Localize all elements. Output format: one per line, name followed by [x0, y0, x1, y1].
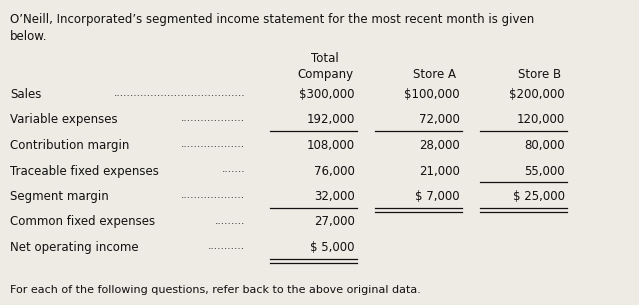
Text: $ 5,000: $ 5,000: [311, 241, 355, 254]
Text: $ 25,000: $ 25,000: [513, 190, 565, 203]
Text: Segment margin: Segment margin: [10, 190, 109, 203]
Text: 120,000: 120,000: [517, 113, 565, 127]
Text: 76,000: 76,000: [314, 164, 355, 178]
Text: Variable expenses: Variable expenses: [10, 113, 118, 127]
Text: Traceable fixed expenses: Traceable fixed expenses: [10, 164, 159, 178]
Text: 108,000: 108,000: [307, 139, 355, 152]
Text: 28,000: 28,000: [419, 139, 460, 152]
Text: 80,000: 80,000: [525, 139, 565, 152]
Text: Company: Company: [297, 68, 353, 81]
Text: .......................................: .......................................: [113, 88, 245, 98]
Text: .........: .........: [215, 216, 245, 225]
Text: Common fixed expenses: Common fixed expenses: [10, 216, 155, 228]
Text: ...................: ...................: [181, 113, 245, 124]
Text: 72,000: 72,000: [419, 113, 460, 127]
Text: $300,000: $300,000: [300, 88, 355, 101]
Text: 27,000: 27,000: [314, 216, 355, 228]
Text: $100,000: $100,000: [404, 88, 460, 101]
Text: ...................: ...................: [181, 190, 245, 200]
Text: 192,000: 192,000: [307, 113, 355, 127]
Text: O’Neill, Incorporated’s segmented income statement for the most recent month is : O’Neill, Incorporated’s segmented income…: [10, 13, 534, 26]
Text: $200,000: $200,000: [509, 88, 565, 101]
Text: .......: .......: [221, 164, 245, 174]
Text: $ 7,000: $ 7,000: [415, 190, 460, 203]
Text: Sales: Sales: [10, 88, 42, 101]
Text: For each of the following questions, refer back to the above original data.: For each of the following questions, ref…: [10, 285, 421, 295]
Text: Store B: Store B: [518, 68, 562, 81]
Text: 21,000: 21,000: [419, 164, 460, 178]
Text: 32,000: 32,000: [314, 190, 355, 203]
Text: ...........: ...........: [208, 241, 245, 251]
Text: 55,000: 55,000: [525, 164, 565, 178]
Text: Store A: Store A: [413, 68, 456, 81]
Text: Total: Total: [311, 52, 339, 65]
Text: Contribution margin: Contribution margin: [10, 139, 129, 152]
Text: ...................: ...................: [181, 139, 245, 149]
Text: below.: below.: [10, 30, 47, 43]
Text: Net operating income: Net operating income: [10, 241, 139, 254]
